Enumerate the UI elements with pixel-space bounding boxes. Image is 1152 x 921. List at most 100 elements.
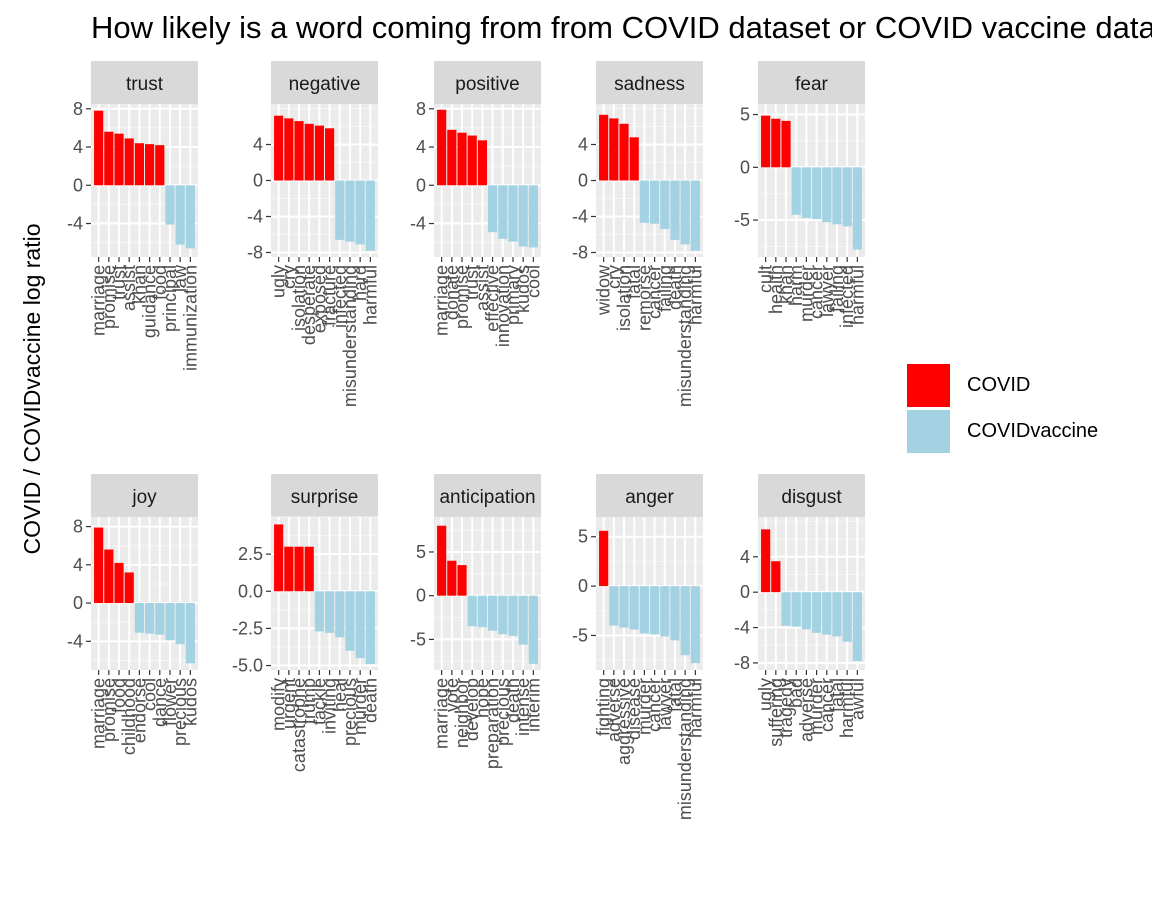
x-tick-label: bad (786, 678, 806, 708)
bar-harmful (690, 586, 700, 664)
x-tick-label: harmful (685, 265, 705, 325)
x-tick-label: lawyer (655, 678, 675, 730)
x-tick-label: assist (472, 265, 492, 311)
x-tick-label: harmful (685, 678, 705, 738)
bar-interim (528, 595, 538, 664)
x-tick-label: desperate (299, 265, 319, 345)
bar-failing (660, 180, 670, 230)
x-tick-label: preparation (483, 678, 503, 769)
bar-assist (124, 138, 134, 186)
bar-promise (104, 549, 114, 604)
facet-panel-anger: anger 5 0 -5 fightingadverseaggressivediseas… (572, 474, 705, 820)
x-tick-label: adverse (604, 678, 624, 742)
bar-marriage (94, 110, 104, 186)
y-tick-label: -8 (247, 243, 263, 263)
y-tick-label: -8 (734, 653, 750, 673)
y-tick-label: 0 (416, 586, 426, 606)
facet-strip (271, 474, 378, 517)
bar-death (508, 595, 518, 636)
facet-panel-trust: trust840-4marriagepromisetrustassistkhan… (67, 61, 200, 371)
legend-key-covidvaccine (907, 410, 950, 453)
x-tick-label: ugly (756, 678, 776, 711)
bar-adverse (609, 586, 619, 626)
facet-strip-label: sadness (614, 74, 685, 95)
y-tick-label: -4 (734, 618, 750, 638)
x-tick-label: hope (472, 678, 492, 718)
panel-background (91, 104, 198, 257)
bar-death (670, 180, 680, 240)
x-tick-label: assist (119, 265, 139, 311)
bar-desperate (304, 123, 314, 181)
x-tick-label: widow (594, 264, 614, 316)
bar-health (771, 118, 781, 168)
bar-urgent (284, 546, 294, 592)
bar-harm (791, 167, 801, 215)
bar-cry (609, 118, 619, 181)
x-tick-label: infected (837, 265, 857, 328)
bar-guidance (145, 144, 155, 186)
facet-strip-label: surprise (291, 487, 359, 508)
facet-strip (596, 474, 703, 517)
bar-death (365, 591, 375, 665)
x-tick-label: death (665, 265, 685, 310)
bar-dance (155, 603, 165, 635)
chart-title: How likely is a word coming from from CO… (91, 10, 1152, 45)
x-tick-label: promise (99, 265, 119, 329)
y-tick-label: -8 (572, 243, 588, 263)
x-tick-label: cancer (817, 678, 837, 732)
y-tick-label: -5 (734, 210, 750, 230)
bar-neighbor (457, 565, 467, 596)
bar-vote (447, 560, 457, 596)
x-tick-label: law (170, 264, 190, 292)
bar-isolation (294, 121, 304, 181)
x-tick-label: effective (483, 265, 503, 332)
bar-inviting (325, 591, 335, 633)
bar-adverse (801, 592, 811, 630)
x-tick-label: failing (827, 265, 847, 312)
x-tick-label: precious (340, 678, 360, 746)
bar-kudos (518, 185, 528, 247)
bar-kudos (185, 603, 195, 664)
facet-strip (271, 61, 378, 104)
bar-donate (447, 129, 457, 186)
panel-background (91, 517, 198, 670)
x-tick-label: exposed (309, 265, 329, 333)
x-tick-label: urgent (279, 678, 299, 729)
bar-tragedy (781, 592, 791, 626)
legend-label-covid: COVID (967, 374, 1031, 396)
x-tick-label: childhood (119, 678, 139, 755)
y-tick-label: 5 (578, 527, 588, 547)
bar-remorse (639, 180, 649, 223)
x-tick-label: guidance (140, 265, 160, 338)
y-tick-label: -2.5 (232, 618, 263, 638)
bar-disease (629, 586, 639, 630)
bar-exposed (314, 125, 324, 181)
y-tick-label: -4 (67, 631, 83, 651)
x-tick-label: fatal (665, 678, 685, 712)
facet-panel-sadness: sadness 4 0 -4 -8 widowcryisolationfatalremor… (572, 61, 705, 407)
x-tick-label: ugly (269, 265, 289, 298)
bar-murder (355, 591, 365, 659)
x-tick-label: marriage (89, 265, 109, 336)
bar-murder (812, 592, 822, 633)
x-tick-label: suffering (766, 678, 786, 747)
facet-panel-anticipation: anticipation 5 0 -5 marriagevoteneighbordeve… (410, 474, 543, 769)
y-tick-label: 4 (740, 547, 750, 567)
facet-panel-negative: negative 4 0 -4 -8 uglycryisolationdesperatee… (247, 61, 380, 407)
y-tick-label: 8 (416, 99, 426, 119)
bar-fracture (325, 128, 335, 181)
y-tick-label: 0 (73, 593, 83, 613)
panel-background (434, 104, 541, 257)
x-tick-label: murder (350, 678, 370, 735)
x-tick-label: cancer (807, 265, 827, 319)
bar-cool (145, 603, 155, 634)
legend-item-covidvaccine: COVIDvaccine (905, 410, 1145, 454)
bar-ugly (274, 115, 284, 181)
bar-heal (335, 591, 345, 638)
x-tick-label: murder (634, 678, 654, 735)
x-tick-label: food (109, 678, 129, 713)
x-tick-label: murder (796, 265, 816, 322)
facet-strip-label: negative (289, 74, 361, 95)
bar-promise (457, 132, 467, 186)
bar-cult (761, 115, 771, 168)
